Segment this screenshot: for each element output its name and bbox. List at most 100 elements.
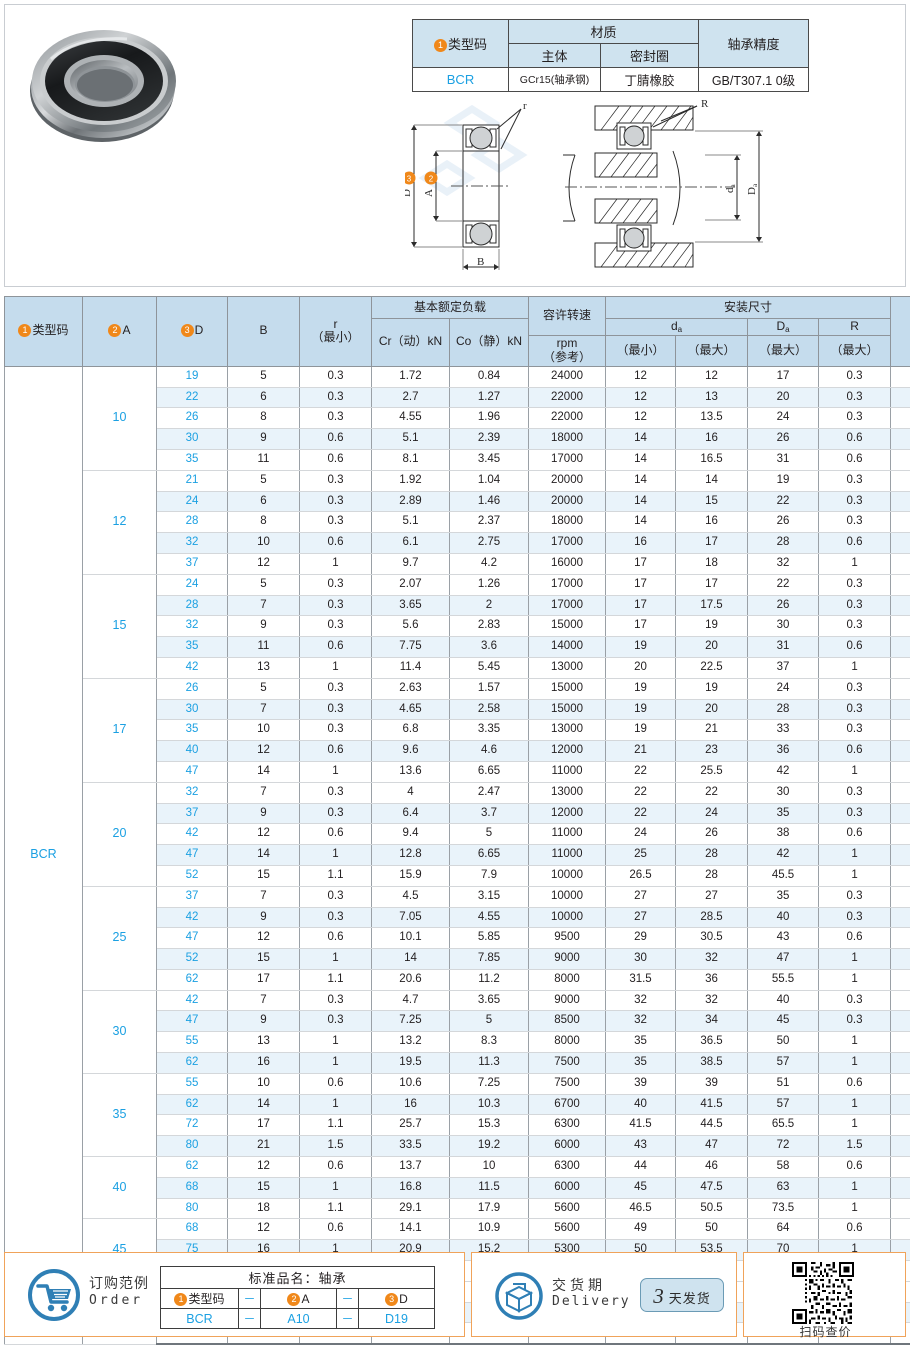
cell-R-max: 0.6 [819, 741, 891, 762]
cell-weight: 112 [891, 1157, 910, 1178]
cell-da-min: 32 [606, 990, 676, 1011]
cell-R-max: 0.6 [819, 824, 891, 845]
cell-weight: 83 [891, 657, 910, 678]
cell-A: 20 [83, 782, 157, 886]
cell-B: 12 [228, 928, 300, 949]
cell-Da-max: 24 [748, 408, 819, 429]
cell-Da-max: 73.5 [748, 1198, 819, 1219]
cell-cr: 13.2 [372, 1032, 450, 1053]
cell-D: 40 [157, 741, 228, 762]
cell-co: 4.2 [450, 553, 529, 574]
cell-r: 0.6 [300, 1157, 372, 1178]
cell-Da-max: 45 [748, 1011, 819, 1032]
qr-code-box: 扫码查价 [743, 1252, 906, 1337]
cell-B: 14 [228, 761, 300, 782]
cell-rpm: 16000 [529, 553, 606, 574]
cell-r: 1 [300, 1032, 372, 1053]
cell-weight: 151 [891, 1094, 910, 1115]
cell-B: 9 [228, 1011, 300, 1032]
cell-da-min: 46.5 [606, 1198, 676, 1219]
cell-R-max: 0.3 [819, 366, 891, 387]
cell-co: 1.57 [450, 678, 529, 699]
shopping-cart-icon [27, 1269, 83, 1322]
cell-rpm: 11000 [529, 761, 606, 782]
cell-co: 0.84 [450, 366, 529, 387]
drawing-label-B: B [477, 256, 484, 268]
cell-D: 42 [157, 657, 228, 678]
cell-type-code: BCR [5, 366, 83, 1344]
order-label-cn: 订购范例 [89, 1275, 149, 1293]
spec-value-precision: GB/T307.1 0级 [699, 68, 809, 92]
cell-rpm: 5600 [529, 1198, 606, 1219]
order-table-title: 标准品名：轴承 [161, 1267, 435, 1289]
cell-D: 72 [157, 1115, 228, 1136]
cell-B: 11 [228, 637, 300, 658]
cell-cr: 33.5 [372, 1136, 450, 1157]
cell-rpm: 7500 [529, 1073, 606, 1094]
cell-cr: 3.65 [372, 595, 450, 616]
cell-da-max: 20 [676, 637, 748, 658]
cell-cr: 9.6 [372, 741, 450, 762]
cell-r: 1 [300, 1053, 372, 1074]
cell-weight: 11 [891, 491, 910, 512]
cell-co: 2.47 [450, 782, 529, 803]
cell-cr: 15.9 [372, 865, 450, 886]
cell-Da-max: 47 [748, 949, 819, 970]
cell-r: 0.3 [300, 408, 372, 429]
cell-weight: 7 [891, 678, 910, 699]
cell-rpm: 15000 [529, 616, 606, 637]
cell-R-max: 0.3 [819, 782, 891, 803]
cell-da-max: 44.5 [676, 1115, 748, 1136]
cell-da-max: 38.5 [676, 1053, 748, 1074]
cell-co: 10.9 [450, 1219, 529, 1240]
cell-B: 6 [228, 387, 300, 408]
cell-da-min: 22 [606, 761, 676, 782]
cell-weight: 145 [891, 865, 910, 886]
cell-cr: 14 [372, 949, 450, 970]
th-mount: 安装尺寸 [606, 297, 891, 319]
cell-da-max: 12 [676, 366, 748, 387]
cell-rpm: 24000 [529, 366, 606, 387]
cell-da-min: 35 [606, 1032, 676, 1053]
cell-D: 52 [157, 949, 228, 970]
spec-header-material: 材质 [509, 20, 699, 44]
cell-co: 7.25 [450, 1073, 529, 1094]
qr-code-icon[interactable] [792, 1262, 854, 1324]
cell-co: 10.3 [450, 1094, 529, 1115]
cell-da-max: 19 [676, 616, 748, 637]
spec-value-type-code: BCR [413, 68, 509, 92]
cell-da-min: 26.5 [606, 865, 676, 886]
cell-B: 10 [228, 533, 300, 554]
cell-weight: 9 [891, 387, 910, 408]
cell-rpm: 9000 [529, 990, 606, 1011]
qr-caption: 扫码查价 [744, 1323, 907, 1340]
cell-R-max: 0.6 [819, 449, 891, 470]
cell-da-min: 25 [606, 845, 676, 866]
cell-da-max: 41.5 [676, 1094, 748, 1115]
cell-r: 1 [300, 761, 372, 782]
cell-cr: 5.1 [372, 512, 450, 533]
cell-da-max: 17 [676, 574, 748, 595]
cell-rpm: 13000 [529, 782, 606, 803]
badge-1-icon: 1 [434, 39, 447, 52]
cell-weight: 32 [891, 429, 910, 450]
cell-weight: 21 [891, 886, 910, 907]
cell-rpm: 17000 [529, 574, 606, 595]
cell-r: 1.1 [300, 969, 372, 990]
cell-co: 4.55 [450, 907, 529, 928]
cell-R-max: 1.5 [819, 1136, 891, 1157]
cell-B: 15 [228, 1177, 300, 1198]
cell-rpm: 5600 [529, 1219, 606, 1240]
cell-cr: 9.4 [372, 824, 450, 845]
cell-r: 1 [300, 1094, 372, 1115]
cell-rpm: 12000 [529, 741, 606, 762]
cell-Da-max: 42 [748, 845, 819, 866]
cell-D: 47 [157, 845, 228, 866]
cell-da-max: 26 [676, 824, 748, 845]
cell-r: 0.3 [300, 512, 372, 533]
cell-weight: 21 [891, 512, 910, 533]
